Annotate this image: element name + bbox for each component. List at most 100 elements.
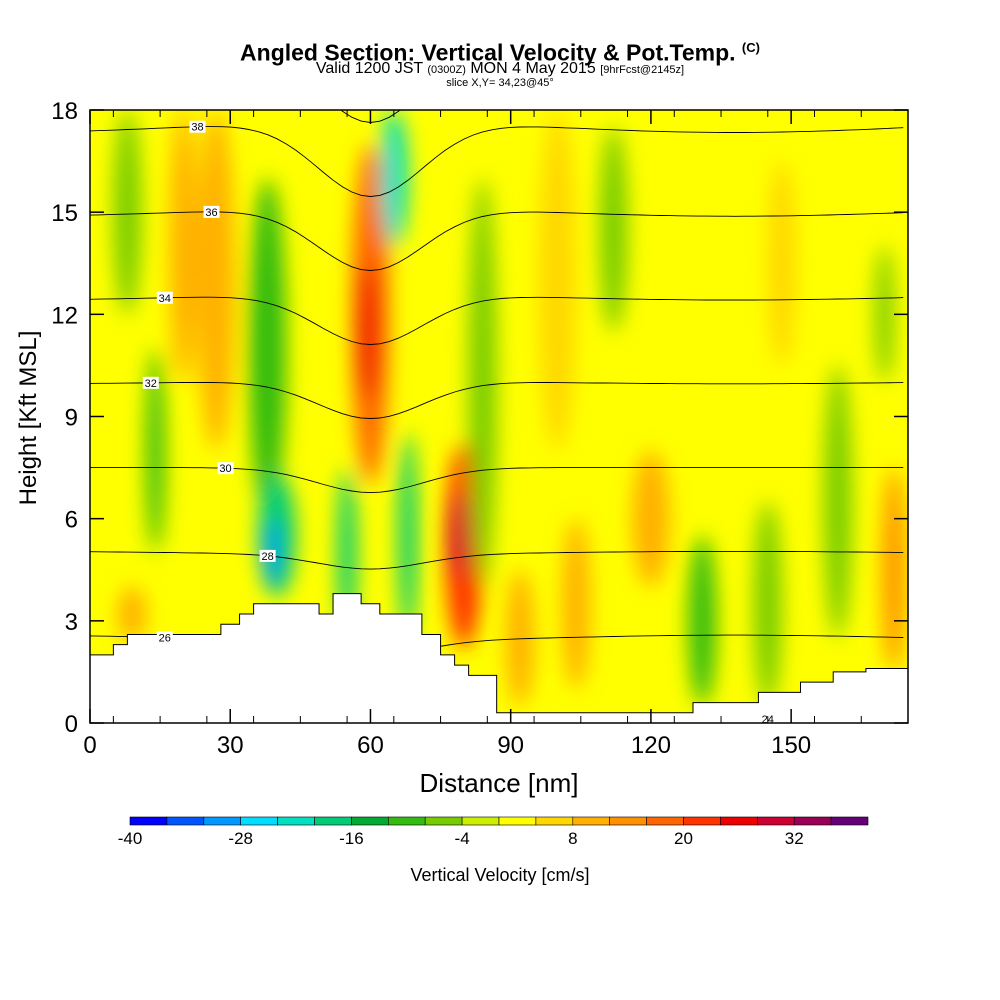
theta-contour bbox=[90, 550, 904, 570]
velocity-cell bbox=[823, 365, 852, 638]
contour-label: 30 bbox=[219, 463, 231, 475]
colorbar-swatch bbox=[129, 816, 168, 826]
contour-label-box bbox=[156, 631, 173, 644]
velocity-cell bbox=[538, 110, 577, 451]
y-tick-label: 12 bbox=[51, 302, 78, 329]
y-tick-label: 0 bbox=[65, 711, 78, 738]
theta-contour bbox=[90, 296, 904, 345]
valid-prefix: Valid 1200 JST bbox=[315, 60, 423, 77]
contour-label: 28 bbox=[261, 551, 273, 563]
colorbar-tick-label: 8 bbox=[568, 829, 577, 848]
valid-utc: (0300Z) bbox=[427, 64, 466, 76]
theta-contour bbox=[90, 0, 903, 49]
velocity-cell bbox=[882, 467, 906, 672]
contour-label-box bbox=[142, 376, 159, 389]
colorbar-swatch bbox=[166, 816, 205, 826]
theta-contour bbox=[90, 126, 904, 197]
contour-label-box bbox=[189, 120, 206, 133]
velocity-field bbox=[113, 110, 906, 706]
velocity-cell bbox=[562, 518, 591, 689]
contour-label: 34 bbox=[159, 293, 171, 305]
contour-label: 26 bbox=[159, 632, 171, 644]
colorbar-swatch bbox=[535, 816, 574, 826]
velocity-cell bbox=[875, 246, 894, 383]
colorbar-swatch bbox=[461, 816, 500, 826]
terrain bbox=[90, 593, 908, 723]
x-tick-label: 30 bbox=[217, 732, 244, 759]
contour-label: 38 bbox=[191, 122, 203, 134]
velocity-cell bbox=[753, 501, 782, 706]
y-tick-label: 3 bbox=[65, 609, 78, 636]
plot-area: 242628303234363840424446 bbox=[90, 0, 908, 723]
chart-title: Angled Section: Vertical Velocity & Pot.… bbox=[0, 36, 1000, 65]
colorbar-swatch bbox=[314, 816, 352, 826]
colorbar-swatch bbox=[572, 816, 610, 826]
colorbar: -40 -28 -16 -4 8 20 32 bbox=[118, 816, 869, 848]
velocity-cell bbox=[248, 178, 287, 519]
colorbar-tick-label: -28 bbox=[228, 829, 253, 848]
colorbar-tick-label: -16 bbox=[339, 829, 364, 848]
x-tick-label: 60 bbox=[357, 732, 384, 759]
y-tick-label: 6 bbox=[65, 507, 78, 534]
velocity-cell bbox=[358, 263, 378, 400]
velocity-cell bbox=[632, 450, 670, 587]
colorbar-swatch bbox=[830, 816, 869, 826]
velocity-cell bbox=[767, 161, 796, 366]
velocity-cell bbox=[506, 569, 535, 706]
theta-contour bbox=[90, 382, 904, 419]
y-axis-label: Height [Kft MSL] bbox=[15, 331, 42, 506]
colorbar-label: Vertical Velocity [cm/s] bbox=[410, 865, 589, 885]
velocity-cell bbox=[688, 535, 717, 706]
x-tick-label: 120 bbox=[631, 732, 671, 759]
velocity-cell bbox=[113, 110, 142, 315]
colorbar-swatch bbox=[203, 816, 242, 826]
velocity-cell bbox=[449, 494, 469, 577]
y-tick-label: 15 bbox=[51, 200, 78, 227]
forecast-info: [9hrFcst@2145z] bbox=[600, 64, 685, 76]
copyright-mark: (C) bbox=[741, 40, 760, 55]
velocity-cell bbox=[398, 433, 418, 638]
colorbar-swatch bbox=[793, 816, 832, 826]
colorbar-swatch bbox=[646, 816, 684, 826]
x-tick-label: 150 bbox=[771, 732, 811, 759]
colorbar-swatch bbox=[609, 816, 647, 826]
colorbar-swatch bbox=[498, 816, 537, 826]
contour-label: 40 bbox=[205, 36, 217, 48]
slice-info: slice X,Y= 34,23@45° bbox=[446, 77, 554, 89]
chart-title-text: Angled Section: Vertical Velocity & Pot.… bbox=[240, 39, 736, 66]
contour-label: 36 bbox=[205, 207, 217, 219]
theta-contour bbox=[90, 211, 904, 271]
colorbar-tick-label: 20 bbox=[674, 829, 693, 848]
y-tick-label: 18 bbox=[51, 98, 78, 125]
colorbar-swatch bbox=[424, 816, 463, 826]
colorbar-tick-label: 32 bbox=[785, 829, 804, 848]
contour-label-box bbox=[203, 205, 220, 218]
colorbar-swatch bbox=[351, 816, 389, 826]
colorbar-swatch bbox=[277, 816, 315, 826]
colorbar-tick-label: -40 bbox=[118, 829, 143, 848]
valid-time-line: Valid 1200 JST (0300Z) MON 4 May 2015 [9… bbox=[0, 60, 1000, 79]
colorbar-swatch bbox=[387, 816, 426, 826]
valid-date: MON 4 May 2015 bbox=[470, 60, 596, 77]
x-tick-label: 0 bbox=[83, 732, 96, 759]
velocity-cell bbox=[468, 178, 497, 587]
y-tick-label: 9 bbox=[65, 405, 78, 432]
colorbar-swatch bbox=[240, 816, 278, 826]
velocity-cell bbox=[197, 110, 235, 451]
velocity-cell bbox=[379, 110, 408, 247]
contour-label: 32 bbox=[145, 378, 157, 390]
contour-label-box bbox=[204, 35, 220, 47]
colorbar-swatch bbox=[683, 816, 721, 826]
contour-label-box bbox=[217, 462, 234, 475]
velocity-cell bbox=[146, 348, 165, 553]
x-tick-label: 90 bbox=[497, 732, 524, 759]
colorbar-tick-label: -4 bbox=[455, 829, 470, 848]
contour-label-box bbox=[156, 291, 173, 304]
contour-label-box bbox=[259, 549, 276, 562]
velocity-cell bbox=[599, 127, 628, 332]
colorbar-swatch bbox=[756, 816, 795, 826]
x-axis-label: Distance [nm] bbox=[420, 768, 579, 798]
velocity-cell bbox=[118, 586, 147, 642]
